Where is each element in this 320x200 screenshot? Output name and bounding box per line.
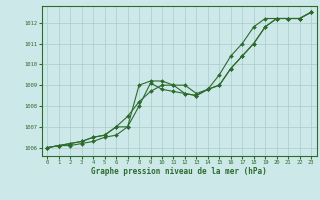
X-axis label: Graphe pression niveau de la mer (hPa): Graphe pression niveau de la mer (hPa) <box>91 167 267 176</box>
